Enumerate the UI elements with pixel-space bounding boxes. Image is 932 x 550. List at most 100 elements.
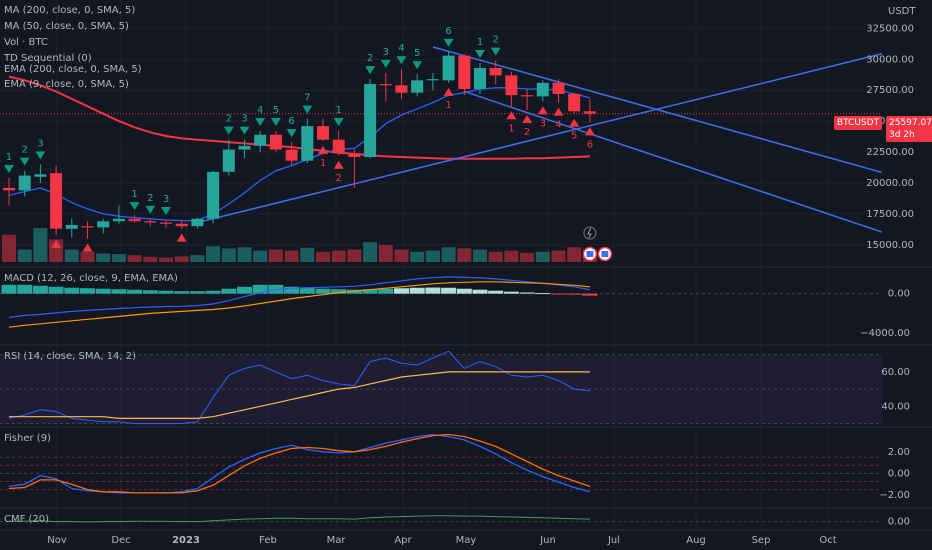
macd-pane-label[interactable]: MACD (12, 26, close, 9, EMA, EMA) [4, 273, 178, 284]
ema9-line [8, 87, 591, 222]
candle-body [348, 153, 361, 157]
volume-bar [520, 252, 535, 262]
price-tick-label: 27500.00 [866, 85, 914, 96]
candle-body [332, 139, 345, 154]
indicator-ma200-label[interactable]: MA (200, close, 0, SMA, 5) [4, 5, 136, 16]
volume-bar [80, 251, 95, 262]
td-sell-setup-arrow [302, 105, 313, 114]
macd-histogram-bar [64, 287, 80, 294]
macd-histogram-bar [566, 293, 582, 295]
candle-body [521, 95, 534, 97]
macd-histogram-bar [237, 286, 252, 294]
volume-bar [425, 250, 440, 262]
macd-histogram-bar [315, 288, 331, 294]
price-axis: 32500.0030000.0027500.0025000.0022500.00… [860, 23, 914, 527]
chart-icons [582, 226, 613, 262]
td-buy-setup-arrow [51, 239, 62, 248]
volume-bar [378, 245, 393, 262]
macd-histogram-bar [174, 291, 190, 294]
macd-histogram-bar [221, 288, 237, 294]
macd-histogram-bar [299, 287, 315, 294]
volume-bar [316, 251, 330, 262]
macd-histogram-bar [127, 289, 143, 294]
td-sell-setup-arrow [270, 118, 281, 127]
indicator-panes [0, 276, 882, 523]
cmf-pane-label[interactable]: CMF (20) [4, 514, 50, 525]
currency-label: USDT [888, 6, 916, 17]
macd-histogram-bar [32, 285, 48, 294]
time-tick-label: Sep [752, 535, 771, 546]
candle-body [254, 134, 267, 146]
td-sell-setup-arrow [396, 56, 407, 65]
time-tick-label: 2023 [172, 535, 200, 546]
fisher-pane-label[interactable]: Fisher (9) [4, 433, 51, 444]
macd-tick-label: 0.00 [888, 289, 910, 300]
candle-body [207, 171, 220, 219]
td-sell-setup-arrow [255, 118, 266, 127]
td-count-label: 7 [304, 93, 310, 104]
volume-bar [96, 253, 111, 262]
indicator-ma50-label[interactable]: MA (50, close, 0, SMA, 5) [4, 21, 129, 32]
candle-body [222, 149, 235, 172]
time-tick-label: Feb [259, 535, 277, 546]
td-sell-setup-arrow [286, 129, 297, 138]
rsi-tick-label: 60.00 [881, 367, 910, 378]
td-count-label: 1 [6, 152, 12, 163]
candle-body [505, 75, 518, 96]
volume-bar [221, 248, 236, 262]
candle-body [411, 80, 424, 93]
candle-body [364, 84, 377, 157]
time-tick-label: Nov [47, 535, 67, 546]
candlesticks[interactable] [3, 51, 596, 239]
td-count-label: 5 [571, 131, 577, 142]
indicator-volume-label[interactable]: Vol · BTC [4, 37, 48, 48]
time-tick-label: Aug [686, 535, 706, 546]
volume-bar [190, 255, 205, 262]
volume-bar [347, 249, 362, 262]
td-count-label: 1 [445, 100, 451, 111]
macd-histogram-bar [205, 290, 221, 294]
td-buy-setup-arrow [584, 127, 595, 136]
macd-histogram-bar [394, 288, 409, 294]
candle-body [50, 173, 63, 229]
td-count-label: 1 [131, 189, 137, 200]
volume-bar [300, 247, 315, 262]
td-count-label: 4 [398, 43, 404, 54]
td-sell-setup-arrow [443, 38, 454, 47]
volume-bar [567, 247, 582, 262]
td-sell-setup-arrow [239, 126, 250, 135]
macd-histogram-bar [472, 289, 488, 294]
volume-bar [410, 251, 425, 262]
macd-histogram-bar [158, 290, 174, 294]
td-count-label: 1 [508, 123, 514, 134]
candle-body [3, 187, 15, 191]
indicator-ema200-label[interactable]: EMA (200, close, 0, SMA, 5) [4, 64, 142, 75]
indicator-ema9-label[interactable]: EMA (9, close, 0, SMA, 5) [4, 79, 129, 90]
candle-body [426, 79, 439, 81]
lightning-icon [583, 226, 597, 240]
flag-event-icon-inner [601, 251, 609, 257]
candle-body [474, 67, 486, 89]
trendlines[interactable] [197, 46, 883, 233]
candle-body [128, 218, 141, 222]
macd-histogram-bar [142, 290, 158, 294]
symbol-tag: BTCUSDT [834, 116, 882, 130]
td-count-label: 2 [524, 127, 530, 138]
macd-line [8, 276, 591, 318]
candle-body [238, 145, 251, 150]
time-tick-label: Mar [327, 535, 347, 546]
rsi-pane-label[interactable]: RSI (14, close, SMA, 14, 2) [4, 351, 137, 362]
candle-body [379, 84, 392, 86]
candle-body [442, 55, 455, 81]
fisher-tick-label: −2.00 [879, 490, 910, 501]
candle-body [65, 224, 78, 229]
indicator-td-label[interactable]: TD Sequential (0) [4, 53, 92, 64]
td-count-label: 6 [288, 116, 294, 127]
macd-histogram-bar [425, 287, 441, 294]
td-count-label: 3 [163, 194, 169, 205]
volume-bar [504, 250, 519, 262]
fisher-tick-label: 0.00 [888, 468, 910, 479]
macd-histogram-bar [503, 291, 519, 294]
